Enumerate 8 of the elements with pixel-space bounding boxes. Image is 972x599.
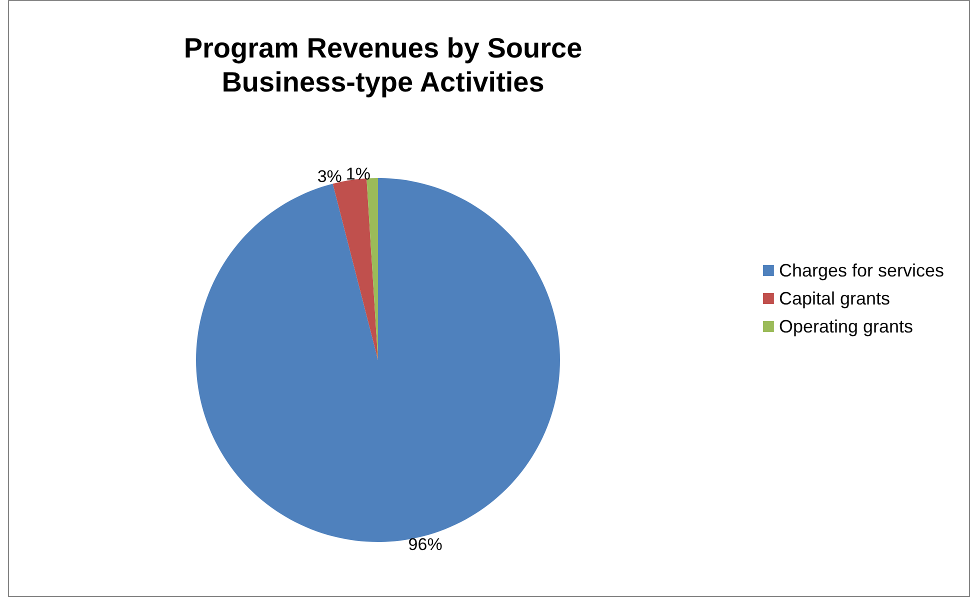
data-label: 3% [317,166,342,186]
data-label: 96% [408,535,442,554]
chart-title: Program Revenues by Source [184,32,582,64]
data-label: 1% [346,164,370,184]
legend-label: Charges for services [778,260,944,280]
legend-label: Capital grants [778,288,890,308]
chart-subtitle: Business-type Activities [222,66,544,98]
legend-label: Operating grants [778,316,914,336]
